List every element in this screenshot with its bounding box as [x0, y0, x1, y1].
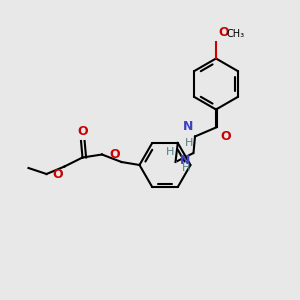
Text: O: O: [52, 168, 63, 181]
Text: O: O: [110, 148, 120, 160]
Text: CH₃: CH₃: [226, 29, 244, 39]
Text: N: N: [183, 121, 194, 134]
Text: O: O: [218, 26, 229, 39]
Text: H: H: [166, 148, 174, 158]
Text: H: H: [182, 164, 190, 173]
Text: H: H: [185, 138, 194, 148]
Text: O: O: [77, 125, 88, 138]
Text: O: O: [220, 130, 231, 143]
Text: N: N: [180, 154, 190, 167]
